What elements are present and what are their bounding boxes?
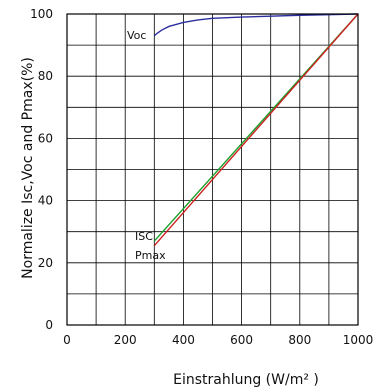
x-tick-label: 0 <box>63 333 71 347</box>
plot-frame <box>66 13 359 326</box>
series-line-voc <box>153 13 359 37</box>
series-label-isc: ISC <box>135 230 153 243</box>
x-tick-labels: 0 200 400 600 800 1000 <box>63 333 373 347</box>
y-tick-label: 100 <box>30 7 53 21</box>
y-tick-label: 40 <box>38 194 53 208</box>
x-tick-label: 600 <box>230 333 253 347</box>
series-label-pmax: Pmax <box>135 249 166 262</box>
x-axis-label: Einstrahlung (W/m² ) <box>173 372 319 388</box>
y-tick-label: 20 <box>38 256 53 270</box>
x-tick-label: 400 <box>172 333 195 347</box>
series-line-pmax <box>153 13 359 247</box>
y-tick-label: 80 <box>38 69 53 83</box>
x-tick-label: 200 <box>114 333 137 347</box>
series-labels: Voc ISC Pmax <box>127 29 166 262</box>
y-axis-label: Normalize Isc,Voc and Pmax(%) <box>20 57 36 279</box>
y-tick-label: 60 <box>38 131 53 145</box>
x-tick-label: 800 <box>288 333 311 347</box>
x-tick-label: 1000 <box>343 333 374 347</box>
series-lines <box>153 13 359 247</box>
y-tick-labels: 0 20 40 60 80 100 <box>30 7 53 332</box>
series-label-voc: Voc <box>127 29 146 42</box>
grid-lines <box>67 14 358 325</box>
y-tick-label: 0 <box>45 318 53 332</box>
